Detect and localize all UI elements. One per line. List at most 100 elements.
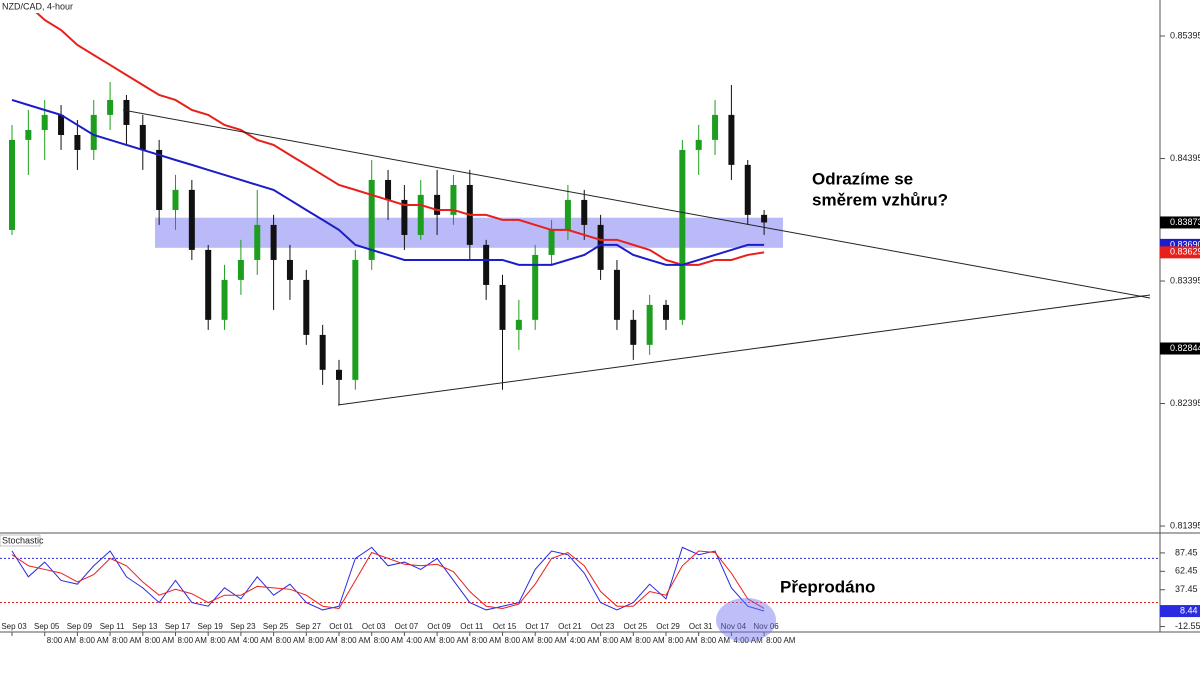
candle-body	[712, 114, 719, 140]
candle-body	[156, 149, 163, 210]
y-tick-label: 0.83395	[1170, 275, 1200, 285]
axes: 0.85395 0.84395 0.83395 0.82395 0.81395 0.838…	[1, 30, 1200, 645]
y-tick-label: 62.45	[1175, 566, 1198, 576]
candle-body	[646, 304, 653, 345]
x-tick-label: Oct 01	[329, 622, 353, 631]
x-sublabel: 8:00 AM	[112, 636, 142, 645]
x-tick-label: Oct 09	[427, 622, 451, 631]
price-panel	[9, 4, 783, 405]
x-tick-label: Sep 17	[165, 622, 191, 631]
trend-line-lower	[337, 294, 1151, 406]
stochastic-line	[11, 550, 765, 609]
y-tick-label: 87.45	[1175, 547, 1198, 557]
x-sublabel: 8:00 AM	[668, 636, 698, 645]
x-tick-label: Sep 27	[296, 622, 322, 631]
candle-body	[205, 249, 212, 320]
x-tick-label: Sep 11	[100, 622, 125, 631]
stoch-title: Stochastic	[2, 535, 44, 545]
x-tick-label: Oct 21	[558, 622, 582, 631]
x-sublabel: 8:00 AM	[210, 636, 240, 645]
candle-body	[270, 224, 277, 260]
candle-body	[352, 259, 359, 380]
x-tick-label: Nov 06	[753, 622, 779, 631]
x-sublabel: 8:00 AM	[374, 636, 404, 645]
x-sublabel: 8:00 AM	[308, 636, 338, 645]
candle-body	[286, 259, 293, 280]
x-sublabel: 8:00 AM	[537, 636, 567, 645]
candle-body	[695, 139, 702, 150]
x-sublabel: 8:00 AM	[341, 636, 371, 645]
y-tick-label: 0.84395	[1170, 153, 1200, 163]
stochastic-panel	[0, 546, 1160, 612]
moving-average	[27, 4, 765, 266]
candle-body	[254, 224, 261, 260]
x-tick-label: Sep 03	[1, 622, 27, 631]
x-tick-label: Oct 03	[362, 622, 386, 631]
x-sublabel: 8:00 AM	[79, 636, 109, 645]
stochastic-line	[11, 546, 765, 612]
x-sublabel: 8:00 AM	[701, 636, 731, 645]
x-tick-label: Sep 05	[34, 622, 60, 631]
x-tick-label: Oct 29	[656, 622, 680, 631]
price-marker-label: 0.83873	[1170, 217, 1200, 227]
x-tick-label: Oct 11	[460, 622, 484, 631]
x-sublabel: 4:00 AM	[243, 636, 273, 645]
annotation: Přeprodáno	[780, 577, 875, 596]
candle-body	[368, 179, 375, 260]
candle-body	[417, 194, 424, 235]
x-tick-label: Oct 23	[591, 622, 615, 631]
candle-body	[303, 279, 310, 335]
x-sublabel: 8:00 AM	[276, 636, 306, 645]
candle-body	[336, 369, 342, 380]
x-tick-label: Oct 25	[624, 622, 648, 631]
x-tick-label: Sep 13	[132, 622, 158, 631]
x-tick-label: Sep 09	[67, 622, 93, 631]
x-sublabel: 4:00 AM	[570, 636, 600, 645]
price-marker	[1160, 246, 1200, 259]
candle-body	[761, 214, 768, 223]
x-sublabel: 8:00 AM	[603, 636, 633, 645]
x-sublabel: 8:00 AM	[145, 636, 175, 645]
x-tick-label: Oct 17	[525, 622, 549, 631]
last-value-label: 8.44	[1180, 605, 1198, 615]
candle-body	[434, 194, 441, 215]
x-sublabel: 8:00 AM	[472, 636, 502, 645]
y-tick-label: 37.45	[1175, 584, 1198, 594]
stoch-title-bg	[0, 534, 41, 547]
candle-body	[401, 199, 408, 235]
price-marker-label: 0.83629	[1170, 247, 1200, 257]
price-marker	[1160, 216, 1200, 229]
candle-body	[58, 114, 65, 135]
candle-body	[597, 224, 604, 270]
candle-body	[385, 179, 392, 200]
candle-body	[25, 129, 32, 140]
x-tick-label: Oct 07	[395, 622, 419, 631]
candle-body	[221, 279, 228, 320]
candle-body	[663, 304, 669, 320]
candle-body	[139, 124, 146, 150]
candle-body	[564, 199, 571, 230]
x-sublabel: 8:00 AM	[505, 636, 535, 645]
candle-body	[679, 149, 686, 320]
candle-body	[9, 139, 15, 230]
y-tick-label: 0.81395	[1170, 520, 1200, 530]
candle-body	[450, 184, 457, 215]
price-marker	[1160, 342, 1200, 355]
x-sublabel: 8:00 AM	[439, 636, 469, 645]
x-tick-label: Oct 15	[493, 622, 517, 631]
x-sublabel: 4:00 AM	[733, 636, 763, 645]
candle-body	[613, 269, 620, 320]
candle-body	[237, 259, 244, 280]
candle-body	[630, 319, 637, 345]
moving-average	[11, 99, 765, 266]
title-bg	[0, 0, 70, 13]
candle-body	[107, 99, 114, 115]
candle-body	[74, 134, 81, 150]
x-tick-label: Sep 25	[263, 622, 289, 631]
chart-title: NZD/CAD, 4-hour	[2, 1, 73, 11]
y-tick-label: 0.85395	[1170, 30, 1200, 40]
candle-body	[41, 114, 48, 130]
candle-body	[499, 284, 506, 330]
